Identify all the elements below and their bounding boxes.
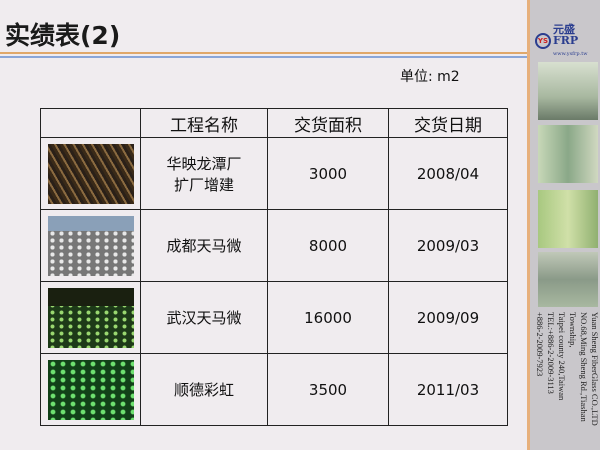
projects-table: 工程名称 交货面积 交货日期 华映龙潭厂扩厂增建 3000 2008/04 成都… [40, 108, 508, 426]
area-cell: 3000 [267, 137, 389, 210]
area-cell: 16000 [267, 281, 389, 354]
sidebar-photo-tanks [538, 125, 598, 183]
company-logo: YS 元盛FRP www.ysfrp.tw [535, 24, 600, 57]
address-line: Taipei county 240,Taiwan [557, 312, 567, 401]
project-name-line2: 扩厂增建 [173, 175, 234, 194]
sidebar-photo-green-tanks [538, 190, 598, 248]
logo-name: 元盛FRP [552, 23, 579, 47]
header-photo [40, 108, 141, 138]
construction-site-photo [47, 143, 134, 204]
project-name: 华映龙潭厂 [166, 154, 242, 173]
project-name: 武汉天马微 [140, 281, 268, 354]
ys-logo-icon: YS [535, 32, 551, 49]
date-cell: 2011/03 [388, 353, 508, 426]
title-divider-orange [0, 52, 527, 54]
company-address: Yuan Sheng FiberGlass CO.,LTD NO.68,Ming… [535, 312, 600, 447]
sidebar-photo-ceiling [538, 62, 598, 120]
right-sidebar: YS 元盛FRP www.ysfrp.tw Yuan Sheng FiberGla… [527, 0, 600, 450]
sidebar-photo-floor [538, 252, 598, 307]
area-cell: 3500 [267, 353, 389, 426]
address-line: TEL:+886-2-2009-3113 [546, 312, 556, 394]
header-area: 交货面积 [267, 108, 389, 138]
green-lit-floor-photo [47, 287, 134, 348]
project-name: 成都天马微 [140, 209, 268, 282]
title-divider-blue [0, 56, 527, 58]
table-row: 成都天马微 8000 2009/03 [40, 209, 508, 282]
area-cell: 8000 [267, 209, 389, 282]
date-cell: 2009/03 [388, 209, 508, 282]
date-cell: 2008/04 [388, 137, 508, 210]
header-date: 交货日期 [388, 108, 508, 138]
grating-floor-photo [47, 215, 134, 276]
table-row: 顺德彩虹 3500 2011/03 [40, 353, 508, 426]
address-line: +886-2-2009-7923 [535, 312, 545, 377]
logo-url: www.ysfrp.tw [552, 51, 588, 57]
table-row: 华映龙潭厂扩厂增建 3000 2008/04 [40, 137, 508, 210]
unit-label: 单位: m2 [400, 69, 460, 85]
header-project-name: 工程名称 [140, 108, 268, 138]
page-title: 实绩表(2) [5, 21, 121, 50]
green-domes-photo [47, 359, 134, 420]
address-line: Yuan Sheng FiberGlass CO.,LTD [590, 312, 600, 426]
table-row: 武汉天马微 16000 2009/09 [40, 281, 508, 354]
address-line: NO.68,Ming Sheng Rd.,Tiashan Township, [568, 312, 589, 422]
project-name: 顺德彩虹 [140, 353, 268, 426]
date-cell: 2009/09 [388, 281, 508, 354]
table-header-row: 工程名称 交货面积 交货日期 [40, 108, 508, 138]
